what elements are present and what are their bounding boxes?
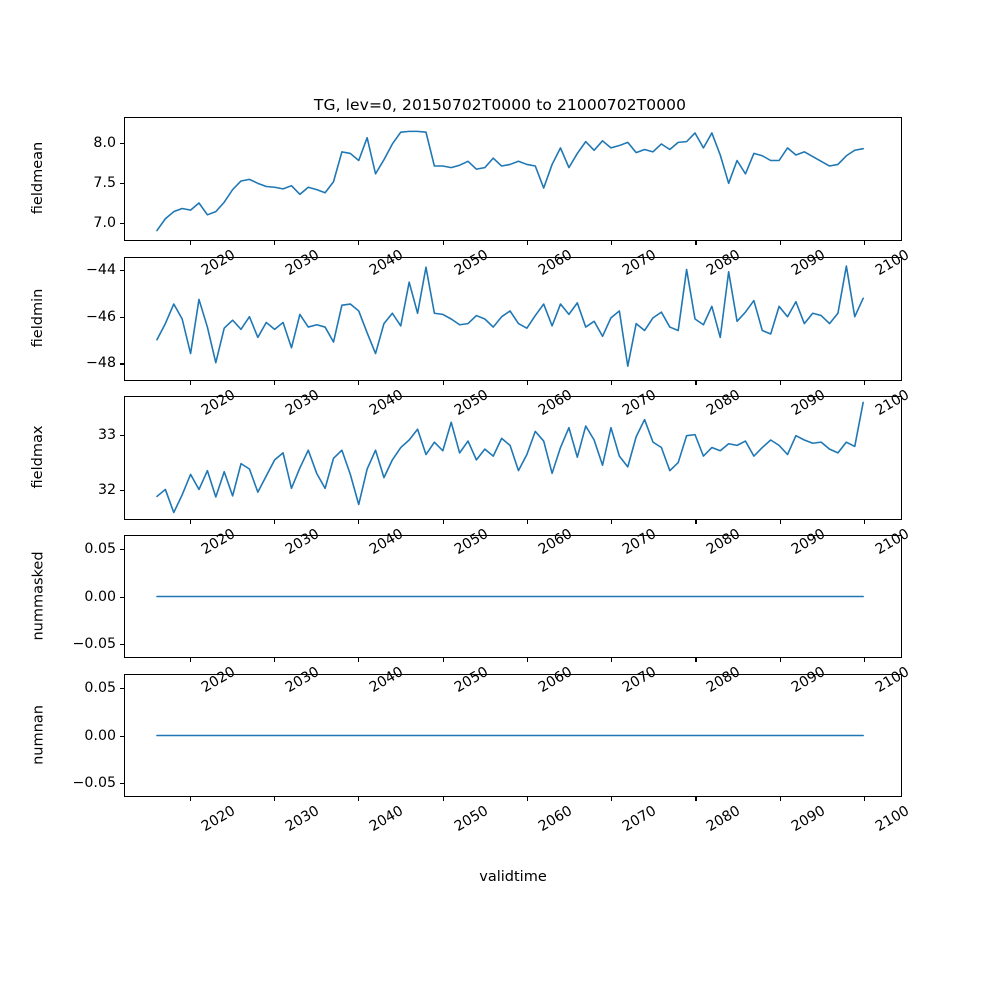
x-tick-mark (611, 520, 613, 524)
x-tick-mark (526, 241, 528, 245)
x-tick-label: 2070 (620, 803, 660, 835)
x-tick-label: 2020 (198, 803, 238, 835)
y-tick-mark (120, 143, 124, 145)
y-tick-label: 7.5 (93, 175, 116, 192)
x-tick-mark (442, 658, 444, 662)
x-tick-mark (611, 241, 613, 245)
plot-area-fieldmax (156, 401, 864, 514)
x-tick-mark (864, 241, 866, 245)
y-tick-mark (120, 782, 124, 784)
x-tick-mark (695, 658, 697, 662)
x-tick-mark (358, 520, 360, 524)
x-tick-mark (695, 520, 697, 524)
y-tick-label: 0.00 (84, 588, 116, 605)
x-tick-mark (442, 797, 444, 801)
x-tick-mark (274, 658, 276, 662)
y-tick-mark (120, 643, 124, 645)
x-tick-mark (695, 241, 697, 245)
series-line-fieldmean (156, 130, 864, 232)
series-line-fieldmax (156, 401, 864, 514)
x-tick-mark (442, 241, 444, 245)
x-tick-mark (442, 520, 444, 524)
x-tick-label: 2100 (872, 803, 913, 835)
x-axis-label: validtime (479, 869, 547, 885)
x-tick-mark (189, 520, 191, 524)
y-tick-mark (120, 435, 124, 437)
x-tick-mark (358, 381, 360, 385)
y-tick-label: 0.00 (84, 727, 116, 744)
axes-nummasked (124, 535, 902, 658)
x-tick-label: 2060 (535, 803, 576, 835)
x-tick-mark (611, 381, 613, 385)
y-tick-label: 7.0 (93, 215, 116, 232)
y-tick-mark (120, 223, 124, 225)
y-tick-mark (120, 549, 124, 551)
y-tick-label: −44 (86, 261, 116, 278)
x-tick-mark (274, 520, 276, 524)
x-tick-mark (189, 381, 191, 385)
y-tick-label: −48 (86, 355, 116, 372)
y-tick-mark (120, 735, 124, 737)
x-tick-label: 2080 (704, 803, 744, 835)
y-axis-label-numnan: numnan (30, 704, 46, 765)
x-tick-label: 2030 (282, 803, 323, 835)
y-tick-label: 8.0 (93, 135, 116, 152)
x-tick-label: 2040 (367, 803, 407, 835)
x-tick-mark (611, 658, 613, 662)
x-tick-label: 2090 (788, 803, 828, 835)
y-tick-label: −46 (86, 308, 116, 325)
x-tick-mark (864, 381, 866, 385)
x-tick-mark (358, 241, 360, 245)
y-tick-label: 0.05 (84, 541, 116, 558)
figure-title: TG, lev=0, 20150702T0000 to 21000702T000… (313, 96, 687, 114)
y-tick-label: −0.05 (72, 635, 116, 652)
y-tick-mark (120, 363, 124, 365)
axes-fieldmean (124, 117, 902, 241)
x-tick-mark (864, 797, 866, 801)
plot-area-fieldmean (156, 130, 864, 232)
x-tick-mark (526, 797, 528, 801)
y-tick-label: 33 (97, 427, 116, 444)
y-tick-mark (120, 596, 124, 598)
axes-fieldmax (124, 396, 902, 520)
y-tick-label: 0.05 (84, 680, 116, 697)
plot-area-numnan (156, 734, 864, 737)
x-tick-mark (189, 797, 191, 801)
axes-fieldmin (124, 257, 902, 381)
y-tick-label: 32 (97, 481, 116, 498)
x-tick-mark (611, 797, 613, 801)
axes-numnan (124, 674, 902, 797)
plot-area-nummasked (156, 595, 864, 598)
y-tick-mark (120, 316, 124, 318)
x-tick-mark (274, 241, 276, 245)
x-tick-mark (695, 797, 697, 801)
x-tick-mark (779, 658, 781, 662)
x-tick-mark (274, 381, 276, 385)
x-tick-mark (358, 658, 360, 662)
y-tick-mark (120, 688, 124, 690)
y-tick-mark (120, 489, 124, 492)
series-line-fieldmin (156, 265, 864, 367)
x-tick-label: 2050 (451, 803, 491, 835)
x-tick-mark (526, 381, 528, 385)
x-tick-mark (189, 241, 191, 245)
x-tick-mark (864, 658, 866, 662)
x-tick-mark (274, 797, 276, 801)
x-tick-mark (779, 797, 781, 801)
x-tick-mark (695, 381, 697, 385)
x-tick-mark (526, 520, 528, 524)
x-tick-mark (358, 797, 360, 801)
x-tick-mark (189, 658, 191, 662)
plot-area-fieldmin (156, 265, 864, 367)
y-tick-mark (120, 183, 124, 185)
x-tick-mark (779, 381, 781, 385)
y-tick-mark (120, 269, 124, 271)
x-tick-mark (779, 520, 781, 524)
x-tick-mark (779, 241, 781, 245)
y-tick-label: −0.05 (72, 774, 116, 791)
x-tick-mark (442, 381, 444, 385)
x-tick-mark (864, 520, 866, 524)
x-tick-mark (526, 658, 528, 662)
